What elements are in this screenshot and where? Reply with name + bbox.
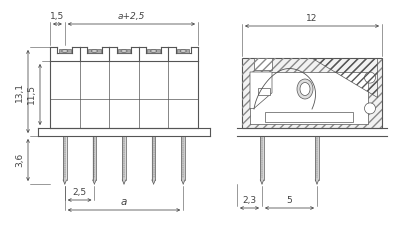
Text: 2,5: 2,5 [72,188,87,197]
Circle shape [364,103,376,114]
Text: 12: 12 [306,14,318,23]
Ellipse shape [121,50,127,52]
Bar [177,49,190,53]
Text: 11,5: 11,5 [27,84,36,105]
Bar [242,58,382,128]
Bar [88,49,101,53]
Bar [258,88,270,95]
Text: 13,1: 13,1 [15,81,24,102]
Circle shape [364,72,376,83]
Ellipse shape [297,79,313,99]
Ellipse shape [300,82,310,95]
Ellipse shape [180,50,186,52]
Bar [147,49,160,53]
Bar [254,58,272,70]
Bar [265,112,353,122]
Text: 2,3: 2,3 [242,196,256,205]
Polygon shape [260,136,264,184]
Text: a: a [121,197,127,207]
Polygon shape [250,72,272,108]
Ellipse shape [62,50,68,52]
Bar [58,49,71,53]
Polygon shape [152,136,155,184]
Polygon shape [122,136,126,184]
Polygon shape [93,136,96,184]
Polygon shape [182,136,185,184]
Text: 3,6: 3,6 [15,153,24,167]
Text: 5: 5 [287,196,292,205]
Text: 1,5: 1,5 [50,12,64,21]
Bar [254,58,272,70]
Bar [118,49,130,53]
Bar [250,72,368,124]
Polygon shape [315,136,319,184]
Text: a+2,5: a+2,5 [118,12,145,21]
Polygon shape [63,136,66,184]
Bar [242,58,382,128]
Ellipse shape [150,50,157,52]
Ellipse shape [91,50,98,52]
